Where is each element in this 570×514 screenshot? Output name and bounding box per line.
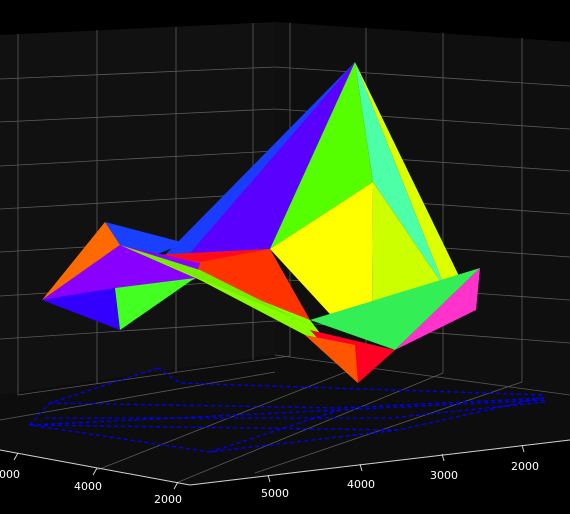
y-tick-label: 4000 [347,478,375,491]
y-tick-label: 3000 [430,469,458,482]
x-tick-label: 4000 [74,480,102,493]
x-tick-label: 2000 [154,493,182,506]
y-tick-label: 5000 [261,487,289,500]
x-tick-label: 5000 [0,468,20,481]
y-tick-label: 2000 [511,460,539,473]
